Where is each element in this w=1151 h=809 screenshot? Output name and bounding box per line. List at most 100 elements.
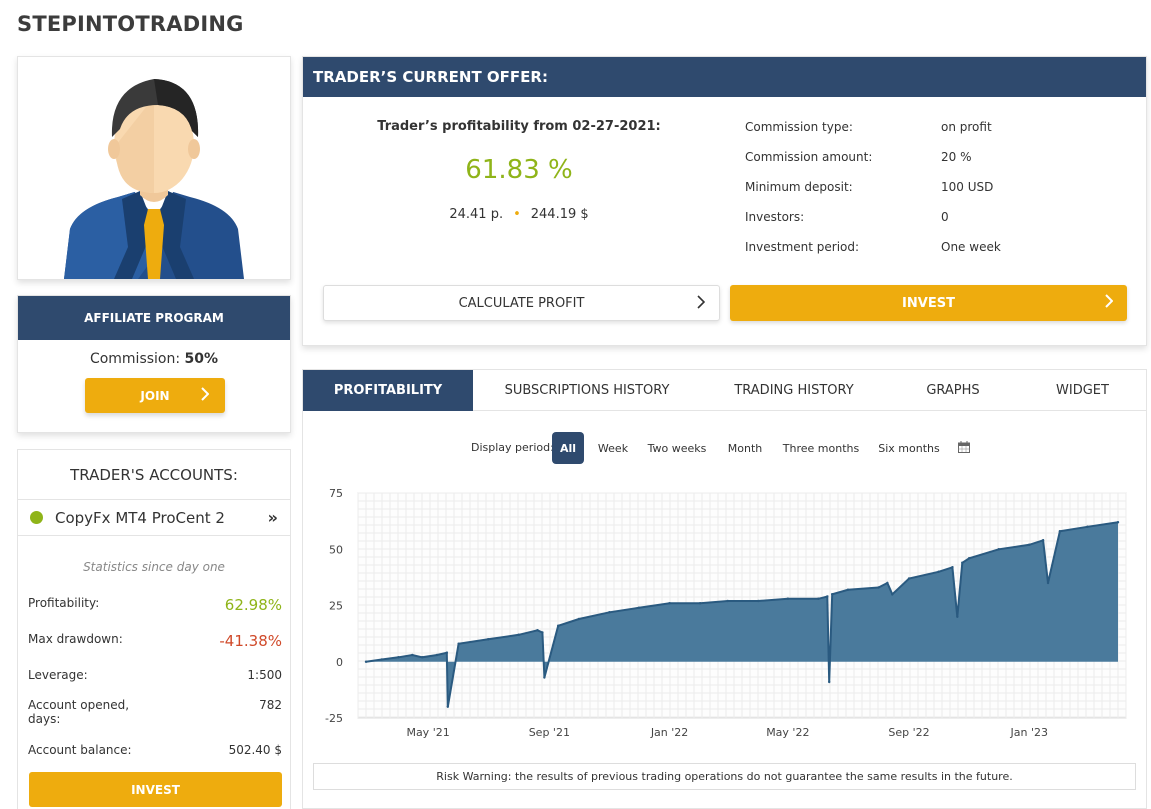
calculate-profit-label: CALCULATE PROFIT	[458, 295, 585, 311]
data-point	[364, 660, 368, 663]
stat-label: Profitability:	[28, 596, 100, 610]
period-all[interactable]: All	[552, 432, 584, 464]
data-point	[1058, 530, 1062, 533]
stat-account-balance: Account balance: 502.40 $	[28, 743, 282, 757]
data-point	[380, 658, 383, 661]
y-tick-label: 25	[329, 600, 343, 613]
stat-account-opened: Account opened, days: 782	[28, 698, 282, 726]
data-point	[517, 633, 520, 636]
period-two-weeks[interactable]: Two weeks	[647, 441, 707, 455]
period-three-months[interactable]: Three months	[782, 441, 860, 455]
stats-since: Statistics since day one	[83, 560, 225, 574]
data-point	[397, 656, 400, 659]
tab-bar: PROFITABILITY SUBSCRIPTIONS HISTORY TRAD…	[303, 370, 1146, 411]
account-row[interactable]: CopyFx MT4 ProCent 2 »	[18, 500, 290, 536]
data-point	[536, 629, 539, 632]
stat-value: 502.40 $	[228, 743, 282, 757]
data-point	[757, 599, 760, 603]
tab-trading-history[interactable]: TRADING HISTORY	[734, 383, 854, 398]
stat-max-drawdown: Max drawdown: -41.38%	[28, 632, 282, 650]
min-deposit-label: Minimum deposit:	[745, 180, 853, 194]
trader-offer-card: TRADER’S CURRENT OFFER: Trader’s profita…	[302, 56, 1147, 346]
data-point	[668, 602, 671, 605]
data-point	[726, 599, 729, 603]
period-month[interactable]: Month	[727, 441, 763, 455]
offer-header: TRADER’S CURRENT OFFER:	[303, 57, 1146, 97]
period-week[interactable]: Week	[597, 441, 629, 455]
y-tick-label: 50	[329, 543, 343, 556]
bullet-icon: •	[513, 207, 521, 222]
calculate-profit-button[interactable]: CALCULATE PROFIT	[323, 285, 720, 321]
stat-label: Leverage:	[28, 668, 88, 682]
calendar-icon[interactable]	[958, 441, 970, 453]
stat-label: Account balance:	[28, 743, 132, 757]
stat-label: Account opened, days:	[28, 698, 130, 726]
data-point	[435, 653, 439, 657]
data-point	[577, 617, 581, 621]
page-title: STEPINTOTRADING	[17, 12, 244, 36]
series-line	[365, 521, 1119, 707]
data-point	[420, 656, 424, 659]
profitability-chart: 75 50 25 0 -25 May '21 Sep '21 Jan '22 May '22 Se…	[325, 487, 1127, 739]
trader-avatar-card	[17, 56, 291, 280]
invest-button[interactable]: INVEST	[730, 285, 1127, 321]
data-point	[1116, 521, 1120, 524]
data-point	[608, 611, 611, 614]
data-point	[556, 624, 560, 627]
x-tick-label: Jan '23	[1010, 726, 1048, 739]
affiliate-header: AFFILIATE PROGRAM	[18, 296, 290, 340]
data-point	[1028, 543, 1031, 546]
data-point	[1046, 581, 1050, 585]
chevron-right-icon	[1105, 294, 1114, 312]
double-chevron-right-icon[interactable]: »	[267, 508, 278, 527]
profitability-money: 244.19 $	[530, 207, 589, 222]
tab-graphs[interactable]: GRAPHS	[926, 383, 980, 398]
data-point	[997, 548, 1000, 551]
data-point	[541, 631, 544, 634]
data-point	[846, 588, 850, 591]
data-point	[457, 642, 460, 645]
investment-period-label: Investment period:	[745, 240, 860, 254]
tab-subscriptions-history[interactable]: SUBSCRIPTIONS HISTORY	[504, 383, 670, 398]
investors-label: Investors:	[745, 210, 805, 224]
data-point	[698, 602, 702, 605]
commission-amount-value: 20 %	[941, 150, 972, 164]
stat-value: -41.38%	[219, 632, 282, 650]
investors-value: 0	[941, 210, 949, 224]
commission-amount-label: Commission amount:	[745, 150, 873, 164]
display-period-bar: Display period: All Week Two weeks Month…	[303, 432, 1146, 464]
stat-value: 782	[259, 698, 282, 712]
tab-profitability[interactable]: PROFITABILITY	[303, 370, 473, 411]
account-invest-button[interactable]: INVEST	[29, 772, 282, 807]
x-tick-label: Sep '21	[529, 726, 570, 739]
commission-type-label: Commission type:	[745, 120, 853, 134]
affiliate-commission-label: Commission:	[89, 351, 181, 367]
data-point	[411, 653, 414, 657]
data-point	[1041, 539, 1045, 542]
trader-avatar	[64, 79, 244, 279]
stat-leverage: Leverage: 1:500	[28, 668, 282, 682]
status-dot-icon	[30, 511, 43, 524]
risk-warning: Risk Warning: the results of previous tr…	[313, 763, 1136, 790]
data-point	[1086, 525, 1089, 528]
affiliate-commission-value: 50%	[184, 351, 219, 367]
tab-widget[interactable]: WIDGET	[1056, 383, 1109, 398]
join-label: JOIN	[140, 388, 170, 403]
period-six-months[interactable]: Six months	[878, 441, 940, 455]
x-tick-label: May '21	[406, 726, 449, 739]
x-tick-label: Jan '22	[650, 726, 688, 739]
data-point	[891, 593, 894, 596]
data-point	[786, 597, 790, 600]
data-point	[828, 680, 831, 684]
data-point	[877, 586, 880, 589]
join-button[interactable]: JOIN	[85, 378, 225, 413]
investment-period-value: One week	[941, 240, 1001, 254]
y-tick-label: 75	[329, 487, 343, 500]
x-tick-label: Sep '22	[888, 726, 929, 739]
data-point	[543, 676, 546, 679]
data-point	[446, 705, 450, 708]
data-point	[956, 615, 959, 618]
profitability-details: 24.41 p. • 244.19 $	[303, 207, 735, 222]
account-name: CopyFx MT4 ProCent 2	[55, 508, 225, 527]
x-tick-label: May '22	[766, 726, 809, 739]
